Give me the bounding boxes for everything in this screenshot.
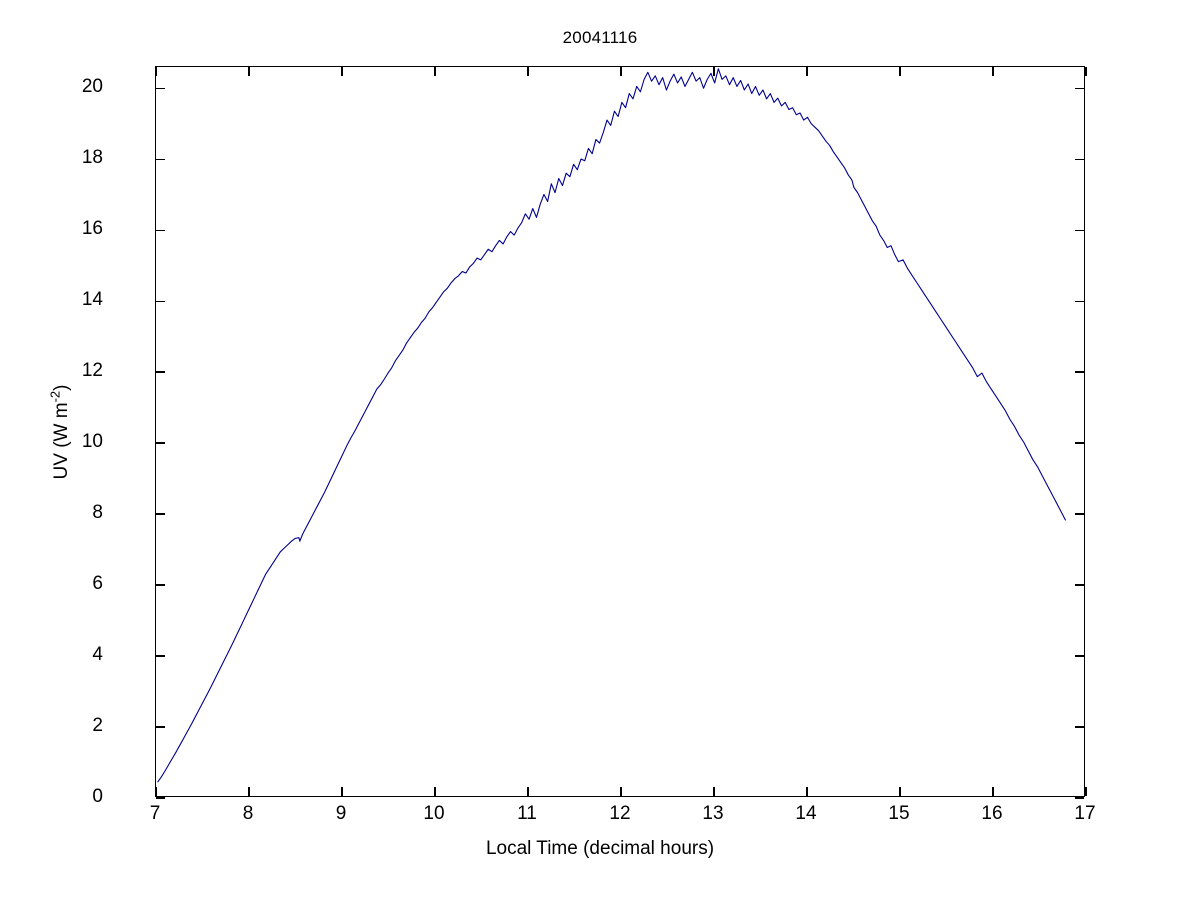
y-tick-mark <box>156 229 165 231</box>
x-tick-mark-top <box>341 67 343 76</box>
x-tick-mark <box>620 787 622 796</box>
y-axis-label-tail: ) <box>51 384 72 391</box>
y-tick-mark <box>156 442 165 444</box>
x-tick-mark-top <box>713 67 715 76</box>
x-tick-mark <box>806 787 808 796</box>
y-tick-label: 8 <box>92 502 103 524</box>
y-tick-label: 4 <box>92 644 103 666</box>
x-tick-label: 10 <box>423 803 445 824</box>
x-tick-label: 7 <box>149 803 161 824</box>
x-tick-label: 14 <box>795 803 817 824</box>
y-axis-label: UV (W m-2) <box>47 384 73 480</box>
y-tick-mark-right <box>1075 726 1084 728</box>
x-tick-mark-top <box>899 67 901 76</box>
data-series-uv-irradiance <box>158 69 1066 782</box>
y-tick-mark <box>156 584 165 586</box>
y-tick-mark-right <box>1075 87 1084 89</box>
x-tick-mark-top <box>992 67 994 76</box>
x-tick-mark <box>992 787 994 796</box>
x-tick-label: 12 <box>609 803 631 824</box>
y-tick-label: 0 <box>92 786 103 807</box>
y-tick-mark <box>156 655 165 657</box>
data-plot-svg <box>156 67 1084 796</box>
x-tick-mark-top <box>155 67 157 76</box>
y-tick-mark-right <box>1075 584 1084 586</box>
y-tick-label: 14 <box>81 289 103 311</box>
y-tick-mark-right <box>1075 797 1084 799</box>
y-tick-mark <box>156 797 165 799</box>
y-tick-mark-right <box>1075 229 1084 231</box>
x-tick-label: 11 <box>517 803 537 824</box>
x-tick-mark-top <box>248 67 250 76</box>
y-tick-label: 18 <box>81 147 103 169</box>
x-tick-label: 13 <box>702 803 724 824</box>
x-axis-label: Local Time (decimal hours) <box>485 838 715 859</box>
x-tick-mark <box>1085 787 1087 796</box>
x-tick-mark <box>248 787 250 796</box>
x-tick-mark <box>434 787 436 796</box>
x-tick-mark <box>527 787 529 796</box>
x-tick-mark-top <box>806 67 808 76</box>
y-tick-label: 12 <box>81 360 103 382</box>
y-tick-mark-right <box>1075 371 1084 373</box>
x-tick-label: 8 <box>242 803 254 824</box>
y-tick-mark-right <box>1075 442 1084 444</box>
y-tick-mark <box>156 300 165 302</box>
x-tick-label: 9 <box>335 803 347 824</box>
y-tick-mark <box>156 371 165 373</box>
x-tick-mark <box>899 787 901 796</box>
y-tick-mark <box>156 87 165 89</box>
y-tick-mark-right <box>1075 300 1084 302</box>
y-tick-label: 6 <box>92 573 103 595</box>
x-tick-mark <box>713 787 715 796</box>
y-tick-mark <box>156 726 165 728</box>
x-tick-mark-top <box>620 67 622 76</box>
y-tick-label: 20 <box>81 76 103 98</box>
x-tick-mark <box>341 787 343 796</box>
plot-area <box>155 66 1087 799</box>
y-axis-label-exponent: -2 <box>47 390 63 403</box>
y-tick-mark-right <box>1075 158 1084 160</box>
x-tick-label: 15 <box>888 803 910 824</box>
chart-title: 20041116 <box>562 28 638 47</box>
y-axis-label-base: UV (W m <box>51 402 72 480</box>
y-tick-label: 16 <box>81 218 103 240</box>
y-tick-mark-right <box>1075 513 1084 515</box>
x-tick-label: 17 <box>1074 803 1096 824</box>
x-tick-label: 16 <box>981 803 1003 824</box>
y-tick-label: 10 <box>81 431 103 453</box>
x-tick-mark <box>155 787 157 796</box>
x-tick-mark-top <box>434 67 436 76</box>
y-tick-label: 2 <box>92 715 103 737</box>
y-tick-mark <box>156 158 165 160</box>
x-tick-mark-top <box>527 67 529 76</box>
y-tick-mark-right <box>1075 655 1084 657</box>
x-tick-mark-top <box>1085 67 1087 76</box>
y-tick-mark <box>156 513 165 515</box>
